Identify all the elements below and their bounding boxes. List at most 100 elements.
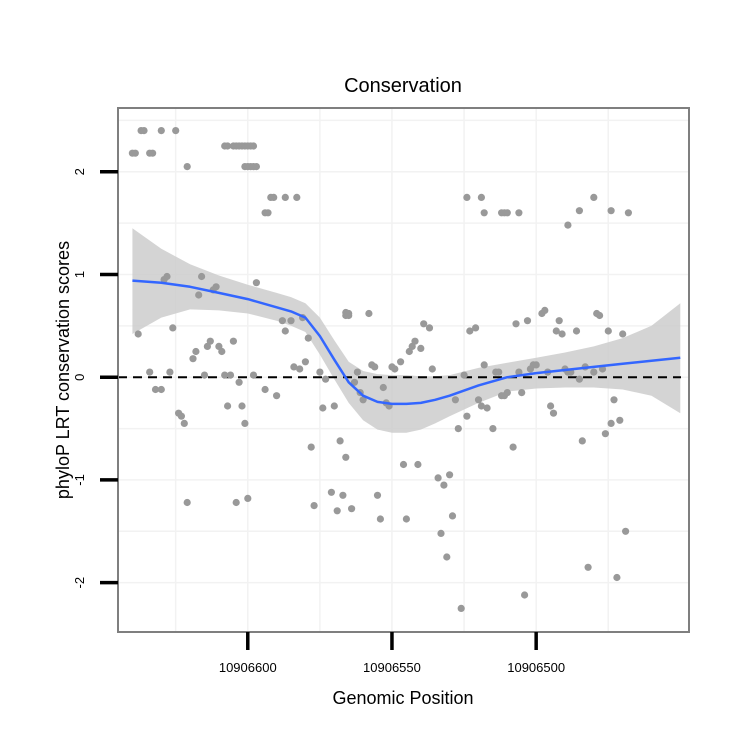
data-point <box>359 396 367 404</box>
data-point <box>195 291 203 299</box>
data-point <box>457 604 465 613</box>
data-point <box>607 419 615 427</box>
data-point <box>226 371 235 379</box>
data-point <box>316 368 324 376</box>
data-point <box>304 334 312 342</box>
x-tick-label: 10906600 <box>219 660 277 675</box>
data-point <box>480 209 488 217</box>
data-point <box>503 209 511 217</box>
data-point <box>350 378 359 386</box>
data-point <box>420 320 428 328</box>
data-point <box>532 361 540 369</box>
data-point <box>619 330 627 338</box>
x-axis-title: Genomic Position <box>332 688 473 708</box>
data-point <box>391 365 399 373</box>
data-point <box>180 419 188 427</box>
data-point <box>402 515 410 523</box>
data-point <box>616 416 624 424</box>
data-point <box>590 193 598 201</box>
data-point <box>134 330 142 338</box>
data-point <box>515 209 523 217</box>
data-point <box>495 368 503 376</box>
data-point <box>379 383 387 392</box>
data-point <box>293 193 301 201</box>
data-point <box>477 193 485 201</box>
data-point <box>547 402 555 410</box>
data-point <box>376 515 384 523</box>
data-point <box>281 327 289 335</box>
data-point <box>518 389 526 397</box>
data-point <box>440 481 448 489</box>
data-point <box>448 512 457 520</box>
y-tick-label: -1 <box>72 474 87 486</box>
data-point <box>270 193 278 201</box>
data-point <box>149 149 157 157</box>
data-point <box>278 317 286 325</box>
data-point <box>515 368 523 376</box>
data-point <box>541 306 549 314</box>
y-axis-title: phyloP LRT conservation scores <box>53 241 73 499</box>
data-point <box>333 507 341 515</box>
data-point <box>296 365 304 373</box>
data-point <box>578 437 586 445</box>
data-point <box>353 368 361 376</box>
chart-title: Conservation <box>344 75 462 97</box>
data-point <box>607 207 615 215</box>
data-point <box>183 163 191 171</box>
data-point <box>584 563 592 571</box>
data-point <box>489 425 497 433</box>
data-point <box>460 371 468 379</box>
data-point <box>397 358 405 366</box>
data-point <box>443 553 451 561</box>
confidence-ribbon <box>132 228 681 433</box>
data-point <box>177 412 185 420</box>
data-point <box>183 498 191 507</box>
data-point <box>365 309 373 318</box>
data-point <box>564 221 572 229</box>
data-point <box>463 193 471 201</box>
data-point <box>238 402 246 410</box>
data-point <box>166 368 174 376</box>
panel-border <box>117 107 690 633</box>
data-point <box>558 330 566 338</box>
data-point <box>348 505 356 513</box>
data-point <box>339 491 347 499</box>
data-point <box>290 363 298 371</box>
data-point <box>336 437 344 445</box>
data-point <box>601 430 610 438</box>
data-point <box>172 127 180 135</box>
data-point <box>229 337 237 345</box>
x-tick-label: 10906550 <box>363 660 421 675</box>
data-point <box>463 412 471 420</box>
data-point <box>575 375 584 383</box>
data-point <box>206 337 214 345</box>
data-point <box>310 502 318 510</box>
data-point <box>428 365 436 373</box>
data-point <box>342 453 350 461</box>
data-point <box>287 317 295 325</box>
data-point <box>198 272 206 281</box>
data-point <box>399 460 408 469</box>
data-point <box>163 272 171 281</box>
x-tick-label: 10906500 <box>507 660 565 675</box>
data-point <box>212 283 220 291</box>
data-point <box>273 392 281 400</box>
y-tick-label: -2 <box>72 577 87 589</box>
data-point <box>555 317 563 325</box>
data-point <box>235 378 243 386</box>
data-point <box>322 375 330 383</box>
data-point <box>451 396 459 404</box>
data-point <box>140 127 148 135</box>
data-point <box>249 142 258 150</box>
data-point <box>157 127 165 135</box>
data-point <box>437 529 445 538</box>
data-point <box>604 327 612 335</box>
data-point <box>169 324 177 332</box>
data-point <box>252 279 260 287</box>
data-point <box>552 327 560 335</box>
data-point <box>613 573 621 582</box>
data-point <box>131 149 139 157</box>
data-point <box>512 320 520 328</box>
data-point <box>575 207 584 215</box>
